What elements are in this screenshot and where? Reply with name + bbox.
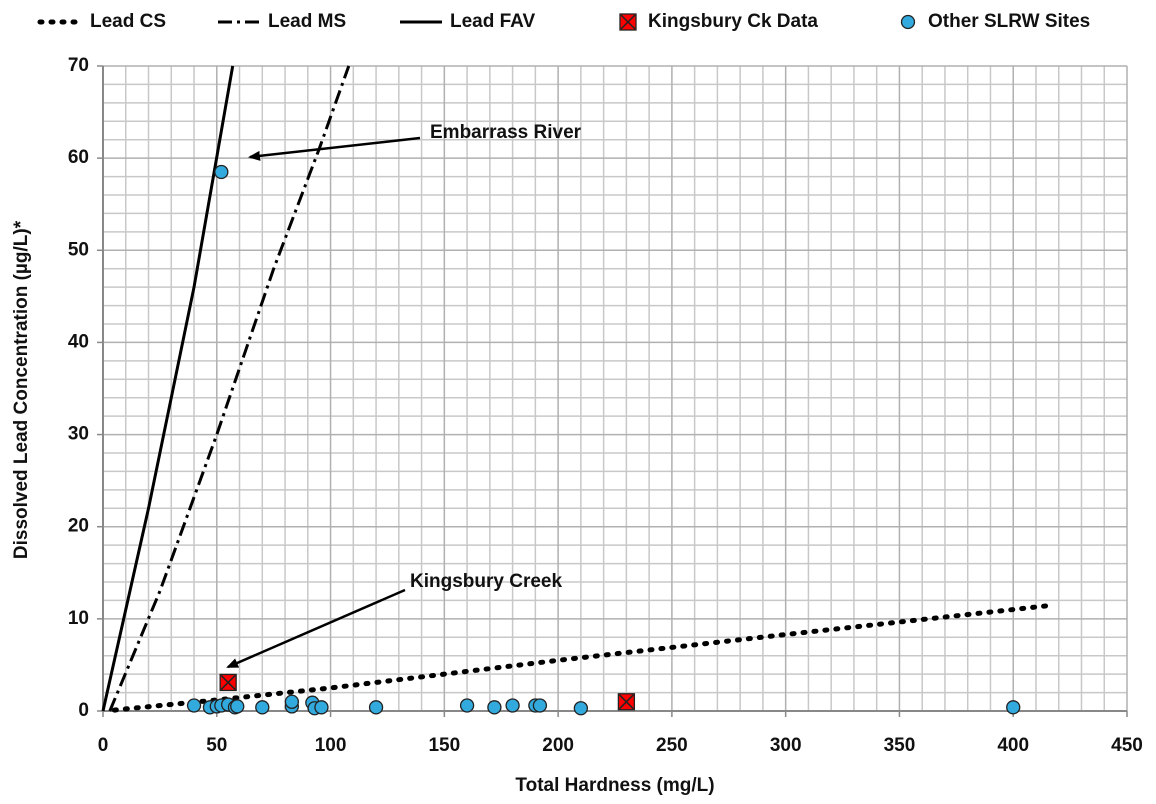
legend-label: Lead MS: [268, 11, 346, 32]
y-tick-label: 10: [68, 608, 89, 629]
point: [230, 699, 245, 714]
point: [219, 673, 237, 692]
legend-label: Other SLRW Sites: [928, 11, 1090, 32]
x-tick-label: 100: [315, 735, 347, 756]
point: [314, 700, 329, 715]
y-tick-label: 0: [78, 700, 89, 721]
point: [573, 701, 589, 716]
x-tick-label: 150: [428, 735, 460, 756]
point: [255, 700, 270, 715]
point: [617, 693, 636, 711]
line: [108, 65, 351, 712]
point: [1006, 700, 1021, 715]
annotation: Kingsbury Creek: [410, 571, 562, 592]
legend-label: Lead FAV: [450, 11, 535, 32]
marker-cross: [618, 694, 634, 710]
point: [505, 698, 520, 713]
annotation-arrow: [226, 588, 406, 669]
legend-label: Lead CS: [90, 11, 166, 32]
x-tick-label: 50: [206, 735, 227, 756]
x-tick-label: 450: [1111, 735, 1143, 756]
x-tick-label: 300: [770, 735, 802, 756]
point: [284, 694, 300, 709]
annotation: Embarrass River: [430, 122, 582, 143]
marker-cross: [620, 14, 636, 30]
x-tick-label: 0: [98, 735, 109, 756]
point: [186, 698, 202, 713]
y-tick-label: 50: [68, 239, 89, 260]
line: [111, 602, 1057, 713]
point: [214, 164, 229, 180]
annotation-arrow: [248, 136, 421, 161]
point: [368, 700, 384, 715]
point: [487, 700, 502, 715]
y-tick-label: 20: [68, 516, 89, 537]
legend-swatch: [619, 13, 637, 31]
point: [459, 698, 475, 713]
line: [101, 65, 235, 712]
y-tick-label: 70: [68, 55, 89, 76]
legend-swatch: [900, 14, 916, 30]
legend-label: Kingsbury Ck Data: [648, 11, 818, 32]
x-tick-label: 350: [884, 735, 916, 756]
y-tick-label: 30: [68, 424, 89, 445]
x-tick-label: 400: [997, 735, 1029, 756]
x-tick-label: 250: [656, 735, 688, 756]
x-axis-label: Total Hardness (mg/L): [515, 775, 714, 796]
point: [532, 698, 548, 713]
y-tick-label: 40: [68, 331, 89, 352]
y-tick-label: 60: [68, 147, 89, 168]
y-axis-label: Dissolved Lead Concentration (µg/L)*: [11, 220, 32, 559]
x-tick-label: 200: [542, 735, 574, 756]
marker-cross: [220, 674, 236, 690]
